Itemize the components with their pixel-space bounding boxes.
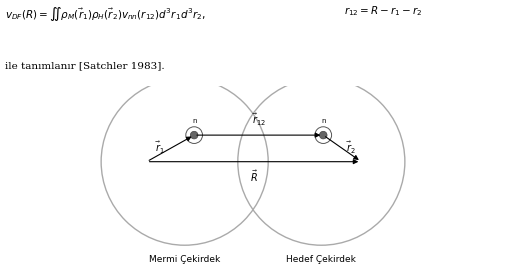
Text: $\vec{r}_1$: $\vec{r}_1$ (155, 140, 165, 157)
Circle shape (190, 131, 197, 139)
Text: $v_{DF}(R) = \iint \rho_M(\vec{r}_1)\rho_H(\vec{r}_2)v_{nn}(r_{12})d^3r_1d^3r_2,: $v_{DF}(R) = \iint \rho_M(\vec{r}_1)\rho… (5, 5, 206, 23)
Text: $\vec{r}_2$: $\vec{r}_2$ (345, 140, 355, 157)
Text: $r_{12} = R - r_1 - r_2$: $r_{12} = R - r_1 - r_2$ (343, 5, 422, 18)
Text: n: n (191, 118, 196, 124)
Circle shape (319, 131, 326, 139)
Text: Hedef Çekirdek: Hedef Çekirdek (286, 255, 356, 264)
Text: $\vec{R}$: $\vec{R}$ (249, 169, 258, 184)
Text: Mermi Çekirdek: Mermi Çekirdek (149, 255, 220, 264)
Text: n: n (320, 118, 325, 124)
Text: $\vec{r}_{12}$: $\vec{r}_{12}$ (251, 112, 265, 128)
Text: ile tanımlanır [Satchler 1983].: ile tanımlanır [Satchler 1983]. (5, 61, 164, 70)
